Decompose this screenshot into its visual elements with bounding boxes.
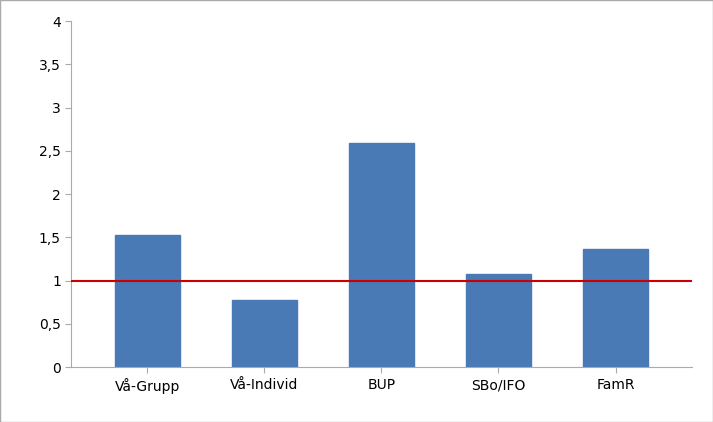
Bar <box>116 235 180 367</box>
Bar <box>349 143 414 367</box>
Bar <box>583 249 647 367</box>
Bar <box>466 274 530 367</box>
Bar <box>232 300 297 367</box>
